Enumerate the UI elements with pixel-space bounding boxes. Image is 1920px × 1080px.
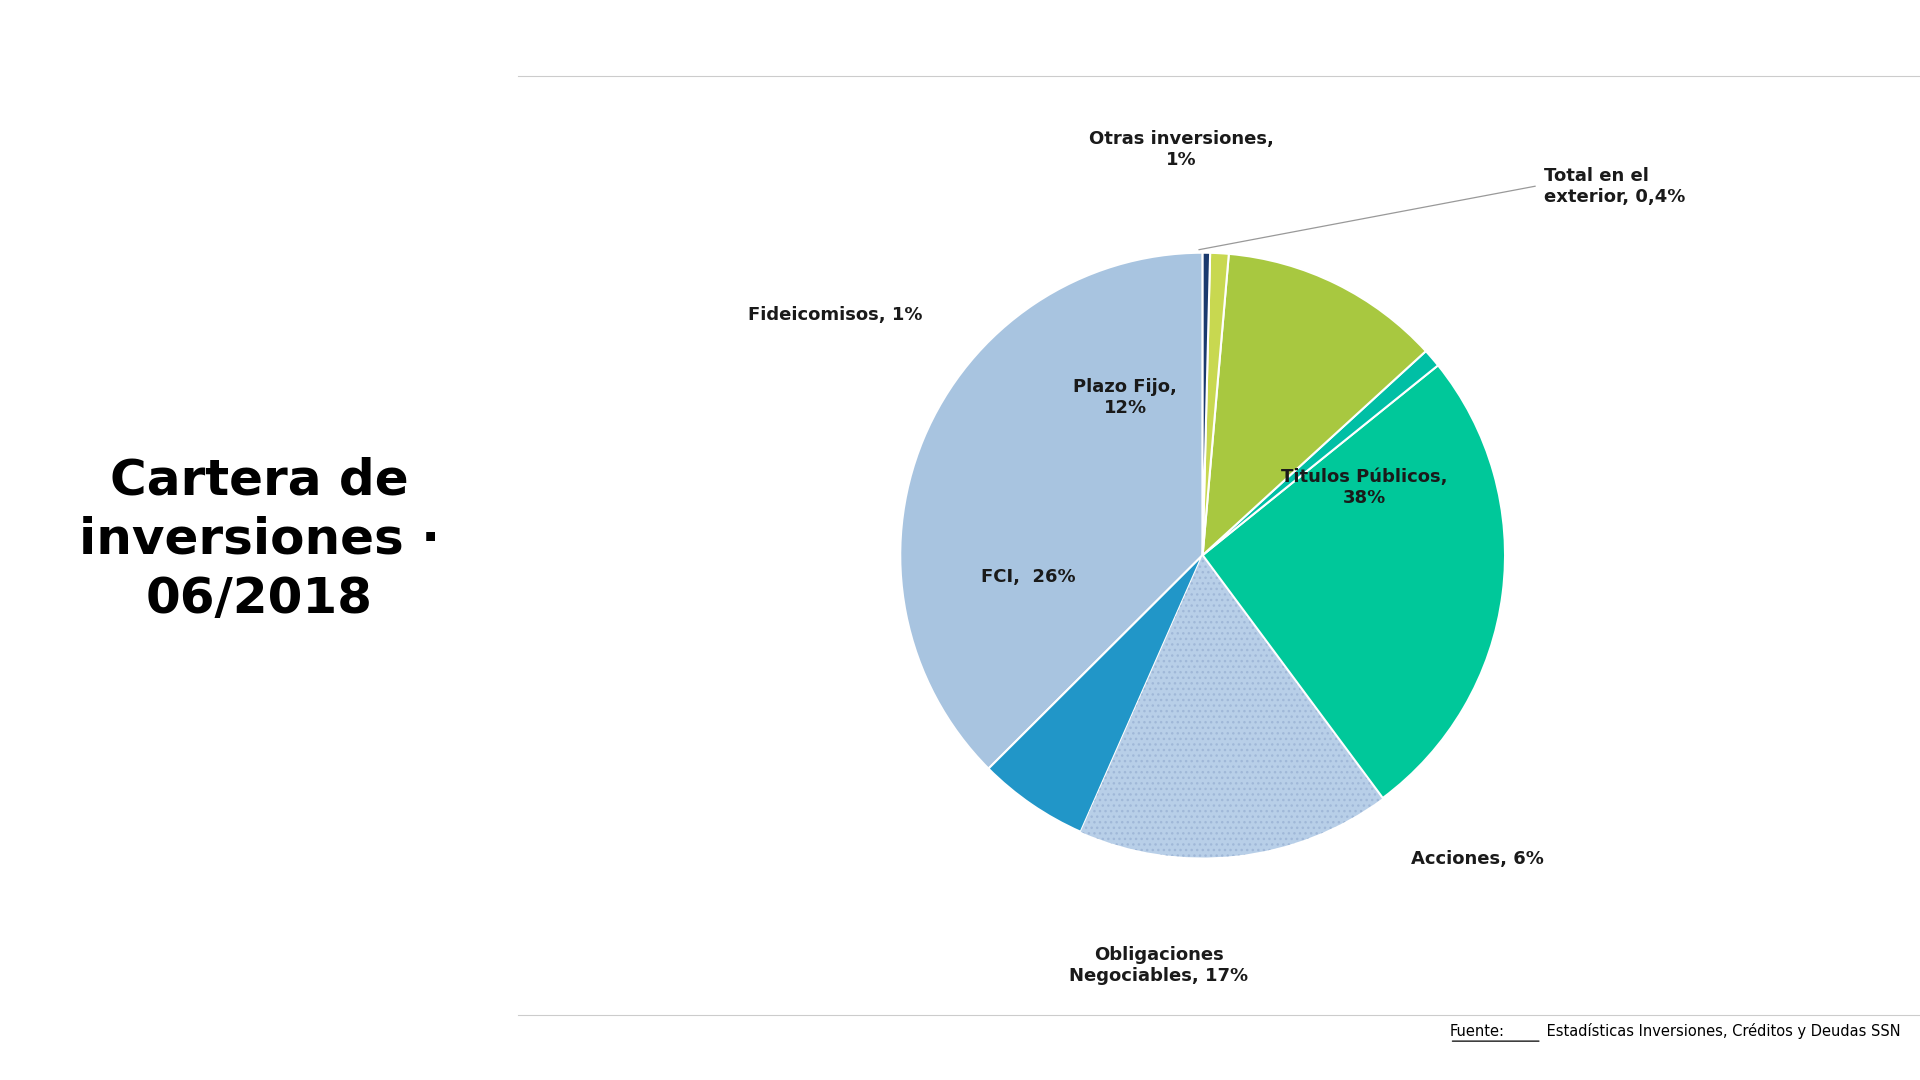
Text: Plazo Fijo,
12%: Plazo Fijo, 12%: [1073, 378, 1177, 417]
Wedge shape: [1202, 351, 1438, 555]
Text: Fideicomisos, 1%: Fideicomisos, 1%: [749, 306, 924, 324]
Text: Obligaciones
Negociables, 17%: Obligaciones Negociables, 17%: [1069, 946, 1248, 985]
Text: Estadísticas Inversiones, Créditos y Deudas SSN: Estadísticas Inversiones, Créditos y Deu…: [1542, 1023, 1901, 1039]
Text: Otras inversiones,
1%: Otras inversiones, 1%: [1089, 130, 1273, 168]
Text: Cartera de
inversiones ·
06/2018: Cartera de inversiones · 06/2018: [79, 457, 440, 623]
Text: Total en el
exterior, 0,4%: Total en el exterior, 0,4%: [1544, 166, 1686, 205]
Text: Acciones, 6%: Acciones, 6%: [1411, 850, 1544, 868]
Wedge shape: [1202, 253, 1210, 555]
Wedge shape: [1202, 253, 1229, 555]
Wedge shape: [900, 253, 1202, 769]
Wedge shape: [1202, 365, 1505, 798]
Text: Titulos Públicos,
38%: Titulos Públicos, 38%: [1281, 469, 1448, 508]
Wedge shape: [1081, 555, 1382, 858]
Text: Fuente:: Fuente:: [1450, 1024, 1505, 1039]
Wedge shape: [989, 555, 1202, 832]
Text: FCI,  26%: FCI, 26%: [981, 568, 1075, 586]
Wedge shape: [1202, 254, 1427, 555]
